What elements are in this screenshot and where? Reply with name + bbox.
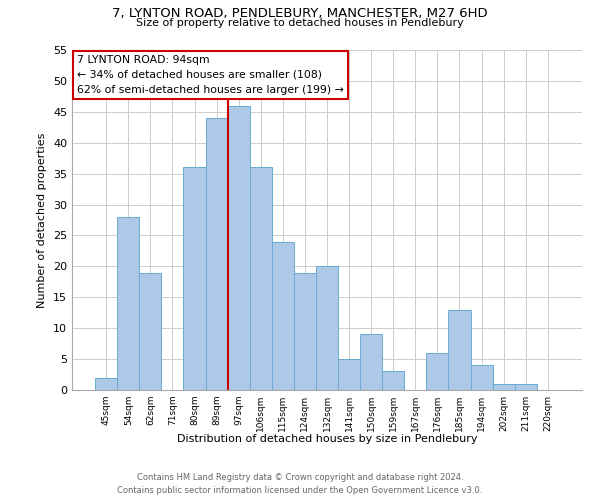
Bar (448, 310, 470, 390)
Bar (338, 359, 360, 390)
Bar (382, 372, 404, 390)
Bar (360, 334, 382, 390)
Text: Size of property relative to detached houses in Pendlebury: Size of property relative to detached ho… (136, 18, 464, 28)
Bar (272, 242, 294, 390)
Text: 7, LYNTON ROAD, PENDLEBURY, MANCHESTER, M27 6HD: 7, LYNTON ROAD, PENDLEBURY, MANCHESTER, … (112, 8, 488, 20)
Bar (227, 106, 250, 390)
Bar (184, 168, 206, 390)
Bar (316, 266, 338, 390)
Bar (294, 272, 316, 390)
Bar (493, 384, 515, 390)
Bar (250, 168, 272, 390)
Bar (117, 217, 139, 390)
X-axis label: Distribution of detached houses by size in Pendlebury: Distribution of detached houses by size … (177, 434, 477, 444)
Bar (515, 384, 537, 390)
Bar (427, 353, 448, 390)
Bar (470, 366, 493, 390)
Bar (206, 118, 227, 390)
Text: 7 LYNTON ROAD: 94sqm
← 34% of detached houses are smaller (108)
62% of semi-deta: 7 LYNTON ROAD: 94sqm ← 34% of detached h… (77, 55, 344, 94)
Y-axis label: Number of detached properties: Number of detached properties (37, 132, 47, 308)
Bar (139, 272, 161, 390)
Bar (95, 378, 117, 390)
Text: Contains HM Land Registry data © Crown copyright and database right 2024.
Contai: Contains HM Land Registry data © Crown c… (118, 474, 482, 495)
